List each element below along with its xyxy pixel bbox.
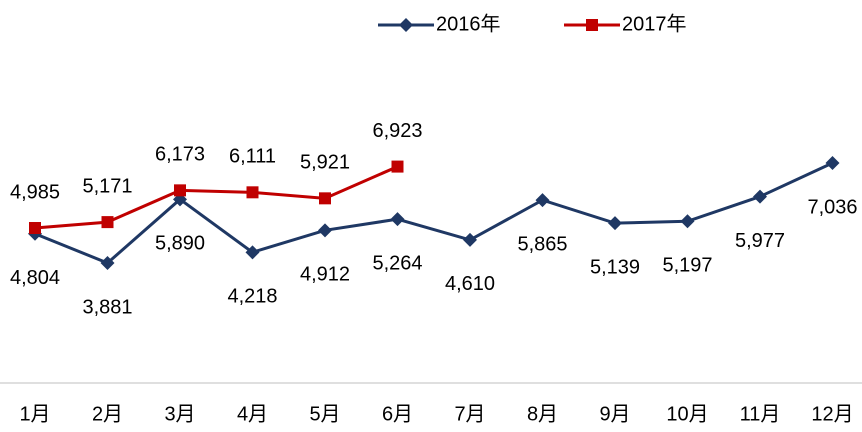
x-tick-label: 5月 bbox=[309, 403, 340, 425]
legend-marker bbox=[399, 18, 413, 32]
x-tick-label: 10月 bbox=[666, 403, 708, 425]
data-label: 4,985 bbox=[10, 181, 60, 203]
x-tick-label: 6月 bbox=[382, 403, 413, 425]
x-tick-label: 12月 bbox=[811, 403, 853, 425]
marker bbox=[680, 214, 695, 229]
data-label: 5,171 bbox=[82, 175, 132, 197]
data-label: 5,197 bbox=[662, 255, 712, 277]
marker bbox=[608, 216, 622, 231]
x-tick-label: 1月 bbox=[19, 403, 50, 425]
marker bbox=[753, 189, 767, 204]
legend-label: 2017年 bbox=[622, 12, 687, 35]
x-tick-label: 9月 bbox=[599, 403, 630, 425]
data-label: 4,804 bbox=[10, 267, 60, 289]
marker bbox=[463, 232, 477, 247]
data-label: 7,036 bbox=[807, 196, 857, 218]
marker bbox=[100, 256, 115, 270]
data-label: 6,111 bbox=[229, 146, 276, 168]
x-tick-label: 11月 bbox=[740, 403, 781, 425]
x-tick-label: 2月 bbox=[92, 403, 123, 425]
data-label: 5,977 bbox=[735, 230, 785, 252]
data-label: 5,139 bbox=[590, 256, 640, 278]
series-line bbox=[34, 165, 399, 230]
x-tick-label: 7月 bbox=[454, 403, 485, 425]
data-label: 6,923 bbox=[372, 120, 422, 142]
marker bbox=[101, 216, 114, 229]
legend-marker bbox=[586, 19, 598, 31]
data-label: 5,890 bbox=[155, 233, 205, 255]
x-tick-label: 3月 bbox=[164, 403, 195, 425]
x-tick-label: 4月 bbox=[237, 403, 268, 425]
data-label: 4,912 bbox=[300, 264, 350, 286]
marker bbox=[246, 186, 259, 199]
marker bbox=[174, 184, 186, 197]
series-line bbox=[34, 161, 834, 265]
marker bbox=[245, 245, 260, 260]
marker bbox=[390, 212, 405, 227]
legend-label: 2016年 bbox=[436, 12, 501, 35]
data-label: 5,865 bbox=[517, 233, 567, 255]
data-label: 4,218 bbox=[227, 286, 277, 308]
data-label: 5,264 bbox=[372, 252, 422, 274]
data-label: 5,921 bbox=[300, 152, 350, 174]
marker bbox=[825, 156, 840, 170]
x-tick-label: 8月 bbox=[527, 403, 558, 425]
data-label: 3,881 bbox=[82, 296, 132, 318]
marker bbox=[318, 223, 332, 238]
marker bbox=[391, 160, 404, 173]
marker bbox=[319, 192, 331, 205]
marker bbox=[535, 193, 550, 208]
data-label: 6,173 bbox=[155, 144, 205, 166]
marker bbox=[29, 222, 41, 235]
data-label: 4,610 bbox=[445, 273, 495, 295]
